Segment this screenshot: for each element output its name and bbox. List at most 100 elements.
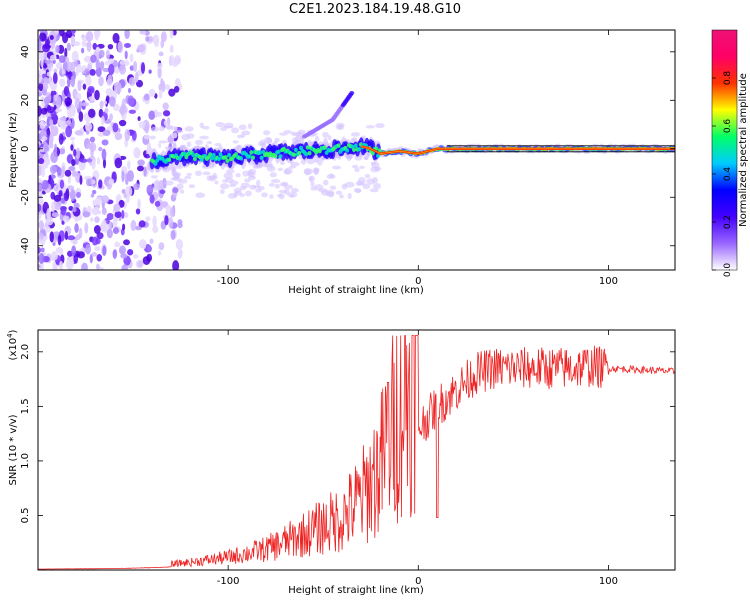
ridge-peak-highlight — [361, 145, 675, 155]
noise-blob — [332, 165, 342, 170]
noise-blob — [95, 46, 100, 53]
noise-blob — [64, 169, 72, 177]
noise-blob — [107, 58, 115, 64]
ridge-core — [350, 144, 355, 149]
ridge-core — [249, 150, 254, 155]
noise-blob — [94, 89, 100, 101]
noise-blob — [177, 176, 182, 183]
noise-blob — [70, 104, 76, 114]
noise-blob — [45, 217, 54, 226]
noise-blob — [87, 108, 96, 118]
noise-blob — [38, 50, 45, 61]
noise-blob — [85, 31, 94, 42]
noise-blob — [280, 161, 285, 166]
noise-blob — [102, 157, 107, 169]
noise-blob — [58, 189, 63, 197]
noise-blob — [49, 54, 57, 61]
noise-blob — [82, 83, 87, 90]
ridge-core — [273, 154, 278, 159]
snr-panel: -100 0 100 0.5 1.0 1.5 2.0 Height of straight … — [6, 329, 676, 596]
noise-blob — [328, 173, 334, 178]
noise-blob — [94, 30, 100, 41]
noise-blob — [158, 140, 168, 144]
noise-blob — [64, 230, 69, 241]
noise-blob — [150, 126, 159, 132]
noise-blob — [146, 245, 153, 253]
noise-blob — [186, 172, 192, 177]
noise-blob — [171, 132, 178, 139]
noise-blob — [102, 129, 111, 136]
noise-blob — [95, 59, 101, 70]
noise-blob — [137, 116, 141, 121]
ridge-core — [353, 143, 358, 148]
noise-blob — [163, 120, 168, 126]
noise-blob — [113, 203, 121, 213]
noise-blob — [161, 80, 166, 93]
noise-blob — [65, 259, 74, 270]
ridge-core — [192, 156, 197, 162]
noise-blob — [38, 184, 43, 191]
noise-blob — [96, 232, 104, 240]
noise-blob — [277, 167, 283, 172]
noise-blob — [38, 264, 41, 269]
noise-blob — [160, 39, 165, 49]
noise-blob — [121, 209, 125, 219]
noise-blob — [125, 194, 130, 204]
noise-blob — [306, 158, 316, 165]
noise-blob — [128, 109, 136, 114]
noise-blob — [365, 125, 375, 129]
noise-blob — [99, 60, 105, 70]
ridge-core — [297, 150, 302, 156]
noise-blob — [98, 146, 103, 152]
noise-blob — [84, 222, 89, 234]
ridge-core — [322, 145, 327, 150]
snr-multiplier: (x104) — [6, 329, 19, 360]
noise-blob — [102, 245, 107, 257]
noise-blob — [214, 142, 222, 147]
noise-blob — [145, 216, 151, 222]
noise-blob — [58, 55, 66, 64]
noise-blob — [184, 126, 194, 132]
noise-blob — [40, 107, 48, 115]
noise-blob — [228, 184, 237, 188]
noise-blob — [143, 153, 151, 159]
noise-blob — [75, 147, 81, 160]
noise-blob — [186, 141, 192, 148]
noise-blob — [70, 35, 75, 46]
noise-blob — [99, 100, 104, 109]
noise-blob — [149, 135, 156, 140]
noise-blob — [38, 30, 47, 33]
noise-blob — [70, 75, 76, 88]
noise-blob — [70, 239, 78, 245]
noise-blob — [78, 111, 84, 122]
noise-blob — [269, 172, 277, 178]
noise-blob — [223, 125, 234, 129]
noise-blob — [219, 188, 225, 195]
noise-blob — [49, 231, 54, 243]
noise-blob — [312, 167, 319, 175]
snr-ytick-label: 1.5 — [20, 398, 31, 414]
noise-blob — [56, 96, 62, 109]
noise-blob — [124, 50, 128, 60]
ridge-core — [336, 143, 341, 148]
noise-blob — [138, 121, 147, 129]
noise-blob — [74, 59, 78, 68]
noise-blob — [374, 166, 382, 171]
noise-blob — [314, 135, 320, 142]
noise-blob — [148, 110, 156, 121]
ridge-core — [153, 161, 158, 166]
ridge-core — [167, 157, 172, 163]
noise-blob — [352, 164, 359, 169]
noise-blob — [84, 122, 93, 132]
noise-blob — [181, 133, 190, 141]
ridge-core — [239, 156, 244, 161]
ridge-core — [292, 152, 297, 157]
ridge-core — [216, 156, 221, 162]
noise-blob — [66, 42, 71, 52]
noise-blob — [92, 42, 98, 50]
noise-blob — [322, 131, 329, 138]
noise-blob — [127, 249, 134, 256]
noise-blob — [98, 179, 103, 189]
noise-blob — [310, 186, 317, 191]
noise-blob — [266, 166, 276, 172]
